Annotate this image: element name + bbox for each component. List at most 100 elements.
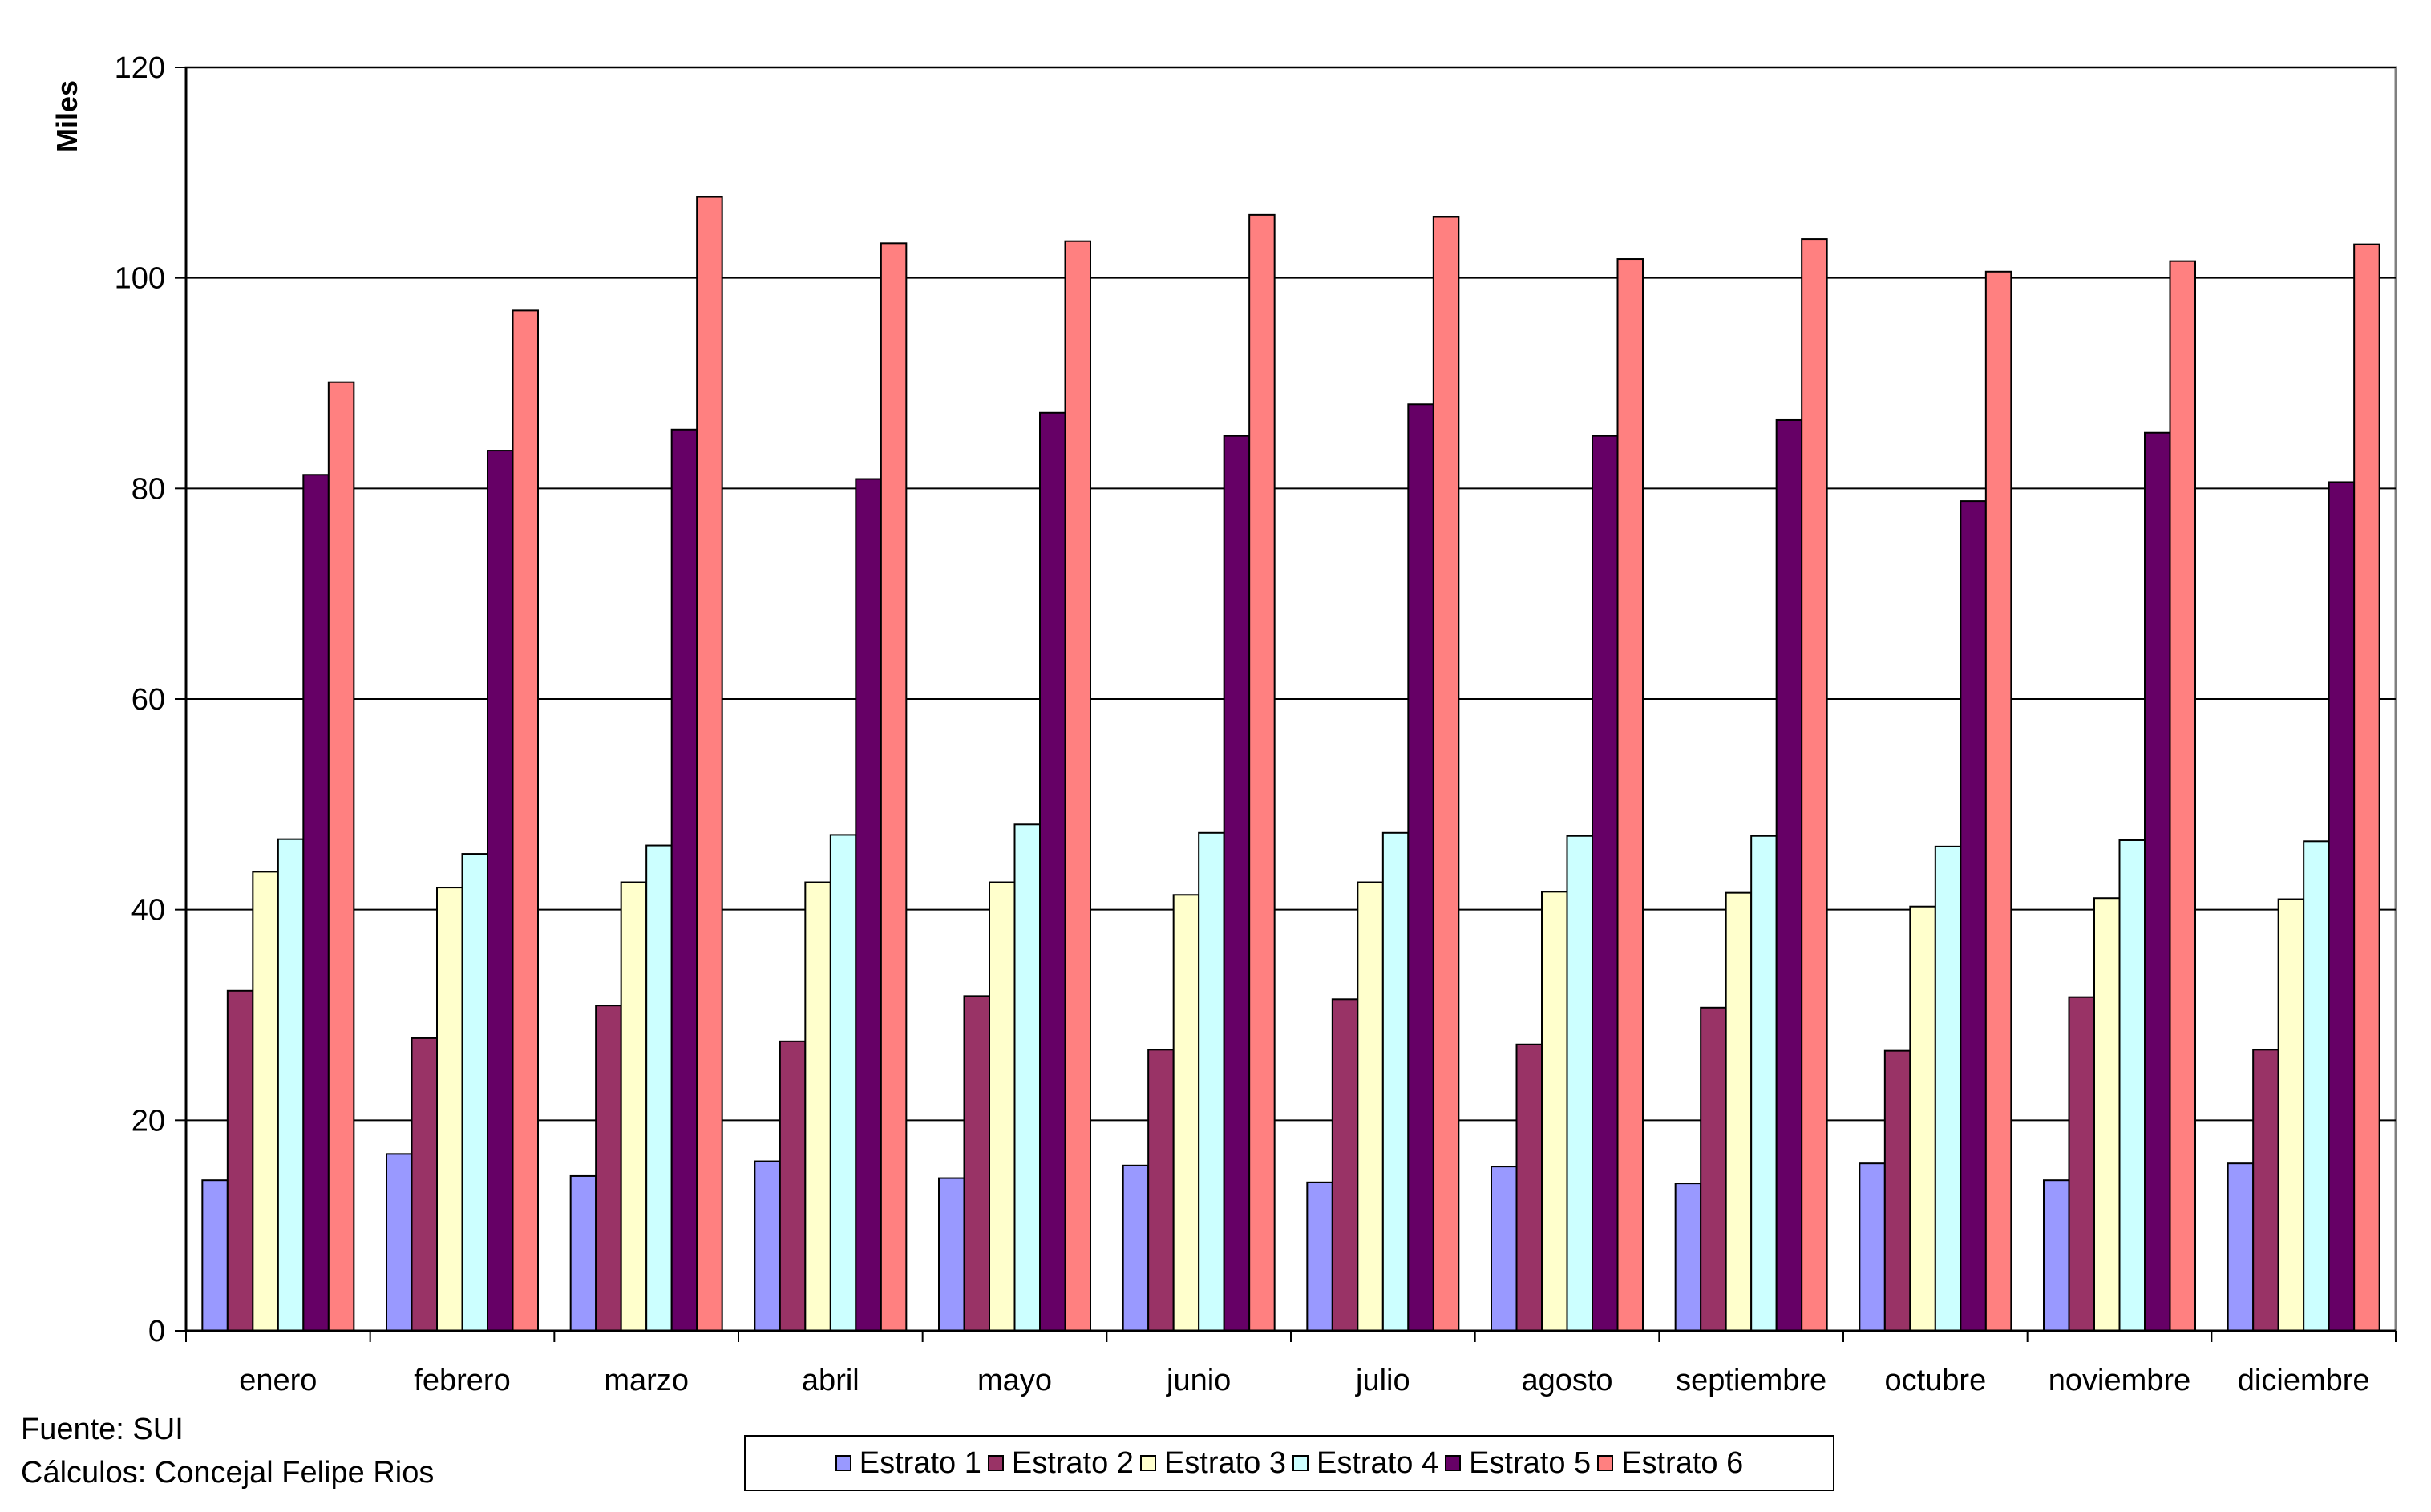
bar — [1381, 831, 1410, 1332]
x-tick-label: agosto — [1521, 1364, 1612, 1397]
x-tick-label: mayo — [977, 1364, 1052, 1397]
legend-label: Estrato 4 — [1317, 1445, 1439, 1480]
bar — [754, 1160, 781, 1332]
legend-swatch — [1292, 1455, 1309, 1471]
bar — [2328, 481, 2356, 1332]
bar — [252, 871, 279, 1332]
legend-label: Estrato 2 — [1011, 1445, 1134, 1480]
bar — [963, 995, 990, 1332]
y-tick-label: 0 — [148, 1315, 165, 1348]
y-axis-ticks: 0 20 40 60 80 100 120 — [115, 51, 186, 1348]
legend-swatch — [835, 1455, 851, 1471]
bar — [1859, 1162, 1886, 1332]
bar — [2169, 260, 2196, 1332]
x-tick-label: febrero — [414, 1364, 510, 1397]
bar — [1491, 1166, 1518, 1332]
x-tick-label: octubre — [1884, 1364, 1986, 1397]
bar — [411, 1037, 438, 1332]
x-tick-label: diciembre — [2238, 1364, 2370, 1397]
bar — [1198, 831, 1225, 1332]
bar — [1801, 238, 1828, 1332]
legend-label: Estrato 5 — [1469, 1445, 1592, 1480]
bar — [2118, 839, 2146, 1332]
bar — [1013, 823, 1041, 1332]
bar — [1960, 500, 1987, 1332]
bar — [2227, 1162, 2255, 1332]
y-tick-label: 40 — [131, 894, 165, 928]
y-tick-label: 20 — [131, 1104, 165, 1138]
x-axis-ticks: enero febrero marzo abril mayo junio julio agos… — [185, 1331, 2397, 1397]
bar — [1172, 894, 1200, 1332]
bar — [2252, 1049, 2279, 1332]
bar — [1064, 240, 1091, 1332]
bar — [880, 242, 908, 1332]
source-note: Fuente: SUI — [21, 1413, 184, 1446]
bar — [327, 381, 355, 1332]
bar — [1934, 845, 1962, 1332]
legend-item: Estrato 4 — [1292, 1446, 1438, 1481]
bar — [804, 881, 831, 1332]
bar — [2277, 898, 2305, 1332]
bar — [1592, 435, 1619, 1332]
bar — [1616, 258, 1644, 1332]
bar — [595, 1005, 622, 1332]
bar — [1750, 835, 1778, 1332]
legend-item: Estrato 5 — [1445, 1446, 1591, 1481]
bar — [1515, 1043, 1543, 1332]
legend-label: Estrato 6 — [1621, 1445, 1744, 1480]
series-estrato-4 — [277, 823, 2330, 1332]
legend-swatch — [1597, 1455, 1614, 1471]
bar — [829, 834, 857, 1332]
bar — [302, 474, 330, 1332]
legend-item: Estrato 6 — [1597, 1446, 1743, 1481]
y-tick-label: 60 — [131, 683, 165, 717]
bar — [696, 196, 723, 1332]
bar — [2353, 243, 2380, 1332]
bar — [1357, 881, 1384, 1332]
bar — [1909, 905, 1936, 1332]
legend-item: Estrato 1 — [835, 1446, 981, 1481]
bar — [461, 853, 488, 1332]
bar — [2093, 897, 2121, 1332]
bar — [989, 881, 1016, 1332]
series-estrato-6 — [327, 196, 2380, 1332]
bar — [512, 309, 539, 1332]
x-tick-label: julio — [1355, 1364, 1410, 1397]
legend: Estrato 1 Estrato 2 Estrato 3 Estrato 4 Estr… — [744, 1435, 1834, 1491]
bar — [1223, 435, 1251, 1332]
x-tick-label: enero — [239, 1364, 317, 1397]
x-tick-label: abril — [802, 1364, 860, 1397]
bar — [2043, 1179, 2070, 1332]
bar — [2144, 431, 2171, 1332]
legend-label: Estrato 3 — [1163, 1445, 1286, 1480]
bar — [779, 1040, 807, 1332]
bar — [1248, 213, 1276, 1332]
bar — [436, 887, 463, 1332]
x-tick-label: marzo — [604, 1364, 689, 1397]
bar — [1566, 835, 1593, 1332]
legend-item: Estrato 2 — [987, 1445, 1134, 1481]
bar — [1883, 1049, 1911, 1332]
bar — [1039, 411, 1066, 1332]
bar — [645, 844, 673, 1332]
legend-swatch — [1445, 1455, 1462, 1471]
series-estrato-1 — [201, 1153, 2255, 1332]
bar — [1984, 270, 2012, 1332]
bar — [938, 1177, 965, 1332]
series-estrato-5 — [302, 403, 2356, 1332]
bar — [1541, 891, 1568, 1332]
y-tick-label: 100 — [115, 262, 165, 296]
axes — [184, 67, 2396, 1332]
gridlines — [184, 66, 2397, 1332]
legend-item: Estrato 3 — [1139, 1445, 1286, 1481]
bar — [1432, 216, 1460, 1332]
x-tick-label: noviembre — [2049, 1364, 2190, 1397]
x-tick-label: septiembre — [1676, 1364, 1826, 1397]
bar — [201, 1179, 229, 1332]
bar — [1147, 1049, 1175, 1332]
legend-label: Estrato 1 — [859, 1445, 981, 1480]
bar — [2068, 996, 2095, 1332]
bar — [1725, 891, 1753, 1332]
bar — [1407, 403, 1434, 1332]
